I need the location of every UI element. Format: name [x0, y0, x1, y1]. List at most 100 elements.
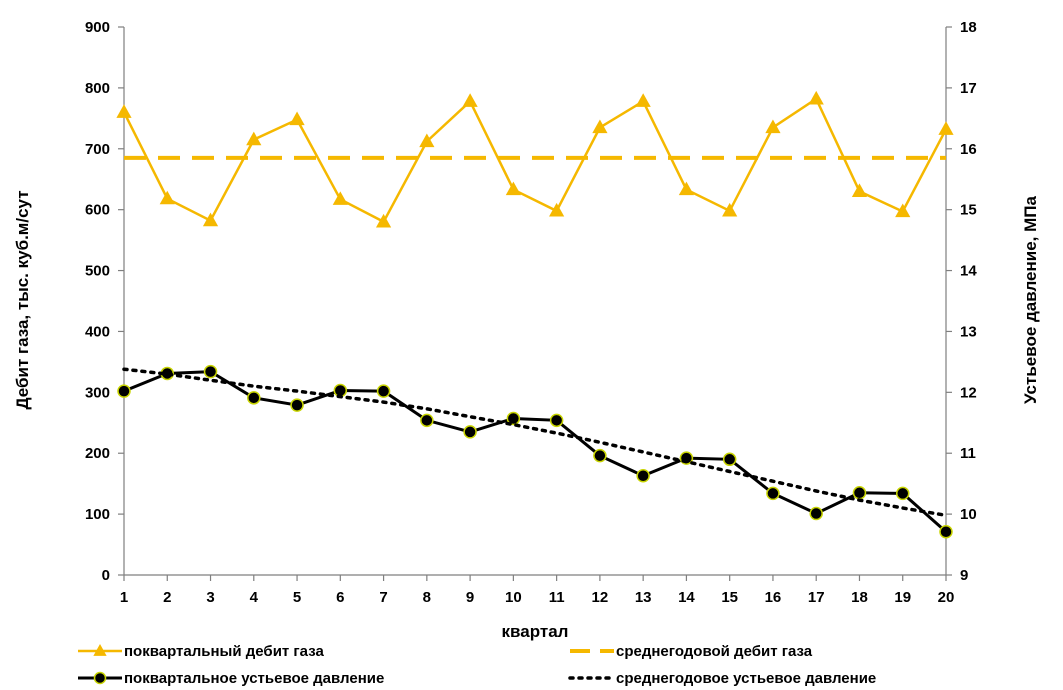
y-tick-label: 600 — [85, 202, 110, 219]
x-tick-label: 5 — [293, 589, 301, 606]
y-tick-label: 200 — [85, 445, 110, 462]
x-tick-label: 3 — [206, 589, 214, 606]
data-point — [505, 181, 521, 196]
y-tick-label: 300 — [85, 384, 110, 401]
y-tick-label: 0 — [102, 567, 110, 584]
y-tick-label: 500 — [85, 263, 110, 280]
y-axis-title: Дебит газа, тыс. куб.м/сут — [13, 190, 32, 409]
x-tick-label: 20 — [938, 589, 955, 606]
series-line — [122, 367, 948, 518]
legend-label: среднегодовой дебит газа — [616, 643, 813, 660]
data-point — [895, 203, 911, 218]
data-point — [116, 104, 132, 118]
data-point — [852, 486, 867, 500]
y-tick-label: 800 — [85, 80, 110, 97]
x-tick-label: 14 — [678, 589, 695, 606]
data-point — [333, 383, 348, 398]
y2-tick-label: 10 — [960, 506, 977, 523]
legend-item-2: среднегодовой дебит газа — [570, 643, 813, 660]
legend-label: поквартальный дебит газа — [124, 643, 324, 660]
y2-tick-label: 14 — [960, 263, 977, 280]
x-tick-label: 18 — [851, 589, 868, 606]
data-point — [636, 469, 650, 483]
y2-tick-label: 11 — [960, 445, 976, 462]
data-point — [765, 119, 781, 134]
data-point — [117, 384, 131, 398]
legend-label: среднегодовое устьевое давление — [616, 670, 876, 687]
x-tick-label: 6 — [336, 589, 344, 606]
y2-tick-label: 13 — [960, 323, 977, 340]
data-point — [549, 202, 565, 217]
series-layer — [116, 90, 954, 539]
x-tick-label: 13 — [635, 589, 652, 606]
legend-item-1: поквартальный дебит газа — [78, 643, 324, 660]
y2-tick-label: 16 — [960, 141, 977, 158]
data-point — [549, 413, 564, 428]
data-point — [420, 413, 434, 428]
data-point — [895, 486, 910, 501]
legend-marker — [93, 671, 107, 685]
x-tick-label: 7 — [379, 589, 387, 606]
data-point — [592, 119, 608, 134]
x-tick-label: 15 — [721, 589, 738, 606]
x-tick-label: 11 — [549, 589, 565, 606]
x-tick-label: 16 — [765, 589, 782, 606]
data-point — [419, 133, 435, 148]
data-point — [375, 213, 392, 228]
y-tick-label: 700 — [85, 141, 110, 158]
y2-tick-label: 15 — [960, 202, 977, 219]
data-point — [463, 425, 477, 439]
x-tick-label: 4 — [250, 589, 259, 606]
axes: 0100200300400500600700800900910111213141… — [85, 19, 977, 606]
legend-item-3: поквартальное устьевое давление — [78, 670, 384, 687]
x-tick-label: 19 — [894, 589, 911, 606]
data-point — [202, 212, 219, 227]
y-tick-label: 900 — [85, 19, 110, 36]
data-point — [851, 183, 868, 197]
data-point — [635, 93, 651, 107]
y-tick-label: 100 — [85, 506, 110, 523]
series-line — [122, 96, 948, 224]
data-point — [290, 398, 304, 412]
x-tick-label: 17 — [808, 589, 825, 606]
x-tick-label: 9 — [466, 589, 474, 606]
y2-tick-label: 18 — [960, 19, 977, 36]
data-point — [678, 181, 695, 196]
series-line — [123, 370, 947, 533]
x-tick-label: 10 — [505, 589, 522, 606]
legend-marker — [93, 644, 107, 656]
data-point — [722, 202, 738, 217]
data-point — [593, 448, 607, 463]
x-tick-label: 2 — [163, 589, 171, 606]
x-axis-title: квартал — [502, 622, 569, 641]
y2-axis-title: Устьевое давление, МПа — [1021, 195, 1040, 403]
legend-item-4: среднегодовое устьевое давление — [568, 670, 876, 687]
series-1 — [116, 90, 954, 228]
data-point — [159, 190, 175, 205]
y2-tick-label: 9 — [960, 567, 968, 584]
y2-tick-label: 17 — [960, 80, 977, 97]
data-point — [462, 93, 478, 107]
data-point — [722, 452, 737, 467]
legend-label: поквартальное устьевое давление — [124, 670, 384, 687]
data-point — [766, 486, 780, 501]
y-tick-label: 400 — [85, 323, 110, 340]
data-point — [332, 191, 348, 205]
data-point — [289, 111, 305, 126]
data-point — [246, 131, 262, 146]
data-point — [376, 384, 391, 398]
legend: поквартальный дебит газа среднегодовой де… — [78, 643, 876, 687]
data-point — [247, 391, 261, 405]
series-3 — [117, 364, 953, 539]
series-4 — [122, 367, 948, 518]
x-tick-label: 1 — [120, 589, 128, 606]
x-tick-label: 8 — [423, 589, 431, 606]
data-point — [506, 411, 521, 426]
data-point — [809, 506, 823, 521]
data-point — [203, 364, 218, 379]
data-point — [939, 525, 953, 539]
y2-tick-label: 12 — [960, 384, 977, 401]
data-point — [938, 121, 954, 135]
data-point — [808, 90, 824, 105]
